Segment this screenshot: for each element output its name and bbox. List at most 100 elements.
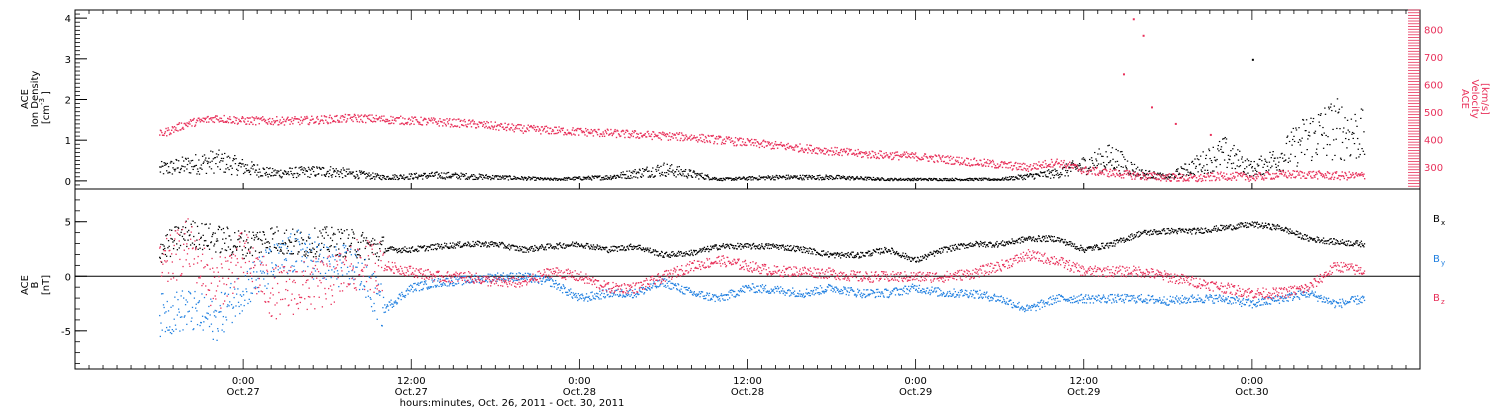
velocity-point	[601, 133, 603, 135]
velocity-point	[1036, 168, 1038, 170]
bx-point	[200, 236, 202, 238]
density-point	[904, 179, 906, 181]
velocity-point	[446, 121, 449, 123]
velocity-point	[432, 122, 434, 124]
velocity-point	[697, 141, 699, 143]
density-point	[397, 178, 399, 181]
velocity-point	[737, 139, 740, 142]
velocity-point	[508, 128, 511, 130]
velocity-point	[196, 119, 198, 121]
velocity-point	[977, 162, 979, 165]
bx-point	[673, 252, 675, 255]
bx-point	[521, 246, 523, 248]
bx-point	[624, 249, 626, 252]
density-point	[1220, 148, 1222, 150]
velocity-point	[1055, 160, 1058, 163]
bx-point	[590, 245, 593, 248]
bx-point	[413, 250, 416, 252]
velocity-point	[629, 133, 632, 136]
velocity-point	[591, 130, 594, 132]
velocity-point	[757, 141, 759, 144]
bx-point	[463, 244, 465, 247]
density-point	[520, 178, 522, 180]
bx-point	[589, 247, 591, 249]
bx-point	[328, 248, 330, 251]
velocity-point	[1135, 174, 1137, 176]
velocity-point	[395, 120, 397, 122]
velocity-point	[390, 115, 392, 118]
velocity-point	[761, 145, 763, 148]
density-point	[865, 176, 867, 178]
density-point	[1206, 163, 1208, 166]
velocity-point	[285, 120, 287, 123]
velocity-point	[560, 127, 562, 130]
bx-point	[210, 241, 213, 243]
bx-point	[159, 257, 161, 259]
density-point	[917, 179, 919, 181]
velocity-point	[1195, 180, 1197, 182]
velocity-point	[807, 152, 809, 154]
bx-point	[292, 252, 295, 255]
density-point	[966, 179, 969, 181]
velocity-point	[648, 135, 651, 137]
velocity-point	[920, 159, 922, 161]
density-point	[1189, 171, 1192, 173]
velocity-point	[220, 120, 222, 122]
velocity-point	[912, 153, 915, 155]
velocity-point	[787, 142, 789, 145]
velocity-point	[1079, 168, 1081, 171]
bx-point	[615, 246, 617, 248]
velocity-point	[412, 117, 415, 119]
density-point	[981, 177, 983, 179]
velocity-point	[1331, 173, 1334, 176]
density-point	[231, 167, 233, 169]
bx-point	[520, 248, 523, 251]
bx-point	[461, 245, 463, 248]
velocity-point	[699, 134, 701, 136]
density-point	[160, 166, 162, 168]
density-point	[1236, 165, 1238, 167]
density-point	[745, 178, 747, 180]
density-point	[334, 175, 337, 178]
velocity-point	[416, 119, 418, 121]
density-point	[1188, 163, 1191, 165]
bx-point	[721, 246, 723, 248]
density-point	[1106, 164, 1108, 166]
velocity-point	[1306, 173, 1308, 175]
velocity-point	[709, 141, 712, 144]
velocity-point	[914, 153, 916, 156]
bx-point	[253, 239, 255, 241]
density-point	[954, 179, 956, 182]
density-point	[169, 162, 172, 164]
density-point	[443, 172, 445, 174]
density-point	[237, 164, 240, 167]
density-point	[1177, 173, 1180, 176]
density-point	[398, 177, 401, 180]
density-point	[382, 174, 385, 177]
density-point	[427, 176, 430, 178]
density-point	[472, 178, 474, 181]
bx-point	[177, 226, 179, 229]
density-point	[856, 177, 859, 179]
density-point	[1268, 161, 1271, 163]
velocity-point	[750, 144, 752, 146]
velocity-point	[692, 137, 695, 139]
density-point	[1010, 178, 1012, 180]
density-point	[1049, 171, 1051, 173]
velocity-point	[543, 127, 546, 130]
velocity-point	[254, 117, 256, 120]
velocity-point	[1075, 164, 1077, 167]
bx-point	[452, 242, 454, 244]
density-point	[1080, 169, 1083, 171]
density-point	[218, 161, 221, 163]
density-point	[787, 174, 790, 176]
density-point	[1336, 127, 1338, 130]
velocity-point	[1085, 170, 1088, 173]
velocity-point	[417, 121, 419, 123]
velocity-point	[198, 117, 200, 119]
bx-point	[324, 228, 327, 230]
velocity-point	[319, 120, 321, 123]
velocity-point	[1339, 178, 1341, 181]
density-point	[1361, 148, 1363, 150]
velocity-point	[407, 121, 409, 124]
